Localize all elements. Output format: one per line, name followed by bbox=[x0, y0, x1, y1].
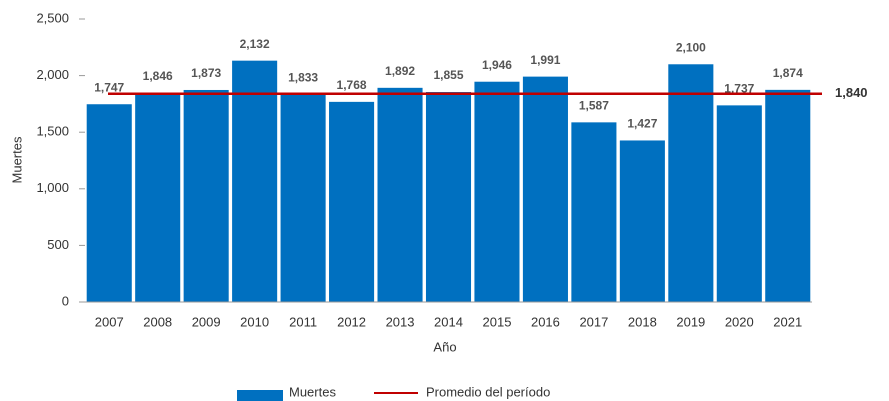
bar bbox=[716, 105, 762, 302]
bar bbox=[232, 60, 278, 303]
value-label: 1,737 bbox=[724, 82, 754, 96]
y-tick-label: 1,500 bbox=[36, 124, 69, 139]
reference-label: 1,840 bbox=[835, 85, 868, 100]
value-label: 1,991 bbox=[530, 53, 560, 67]
x-tick-label: 2010 bbox=[240, 314, 269, 329]
value-label: 1,892 bbox=[385, 64, 415, 78]
y-tick-label: 500 bbox=[47, 237, 69, 252]
x-tick-label: 2009 bbox=[192, 314, 221, 329]
y-tick-label: 1,000 bbox=[36, 180, 69, 195]
x-tick-label: 2017 bbox=[579, 314, 608, 329]
value-label: 1,874 bbox=[773, 66, 803, 80]
value-label: 1,946 bbox=[482, 58, 512, 72]
value-label: 1,587 bbox=[579, 99, 609, 113]
legend-label: Promedio del período bbox=[426, 384, 550, 399]
x-tick-label: 2012 bbox=[337, 314, 366, 329]
value-label: 2,100 bbox=[676, 40, 706, 54]
bar bbox=[183, 89, 229, 302]
x-tick-label: 2014 bbox=[434, 314, 463, 329]
x-tick-label: 2013 bbox=[386, 314, 415, 329]
value-label: 2,132 bbox=[240, 37, 270, 51]
bar bbox=[571, 122, 617, 303]
y-tick-label: 0 bbox=[62, 293, 69, 308]
bar bbox=[619, 140, 665, 302]
x-tick-label: 2011 bbox=[289, 314, 317, 329]
bar bbox=[135, 93, 181, 302]
y-axis-label: Muertes bbox=[9, 136, 24, 183]
x-tick-label: 2019 bbox=[676, 314, 705, 329]
bar bbox=[668, 64, 714, 302]
value-label: 1,747 bbox=[94, 80, 124, 94]
bar bbox=[425, 92, 472, 302]
bar bbox=[474, 81, 520, 302]
bar bbox=[377, 87, 423, 303]
x-tick-label: 2018 bbox=[628, 314, 657, 329]
x-tick-label: 2015 bbox=[483, 314, 512, 329]
value-label: 1,427 bbox=[627, 117, 657, 131]
x-tick-label: 2007 bbox=[95, 314, 124, 329]
value-label: 1,833 bbox=[288, 71, 318, 85]
x-tick-label: 2020 bbox=[725, 314, 754, 329]
value-label: 1,855 bbox=[433, 68, 463, 82]
y-tick-label: 2,000 bbox=[36, 67, 69, 82]
bar bbox=[765, 89, 811, 303]
x-tick-label: 2021 bbox=[773, 314, 802, 329]
value-label: 1,873 bbox=[191, 66, 221, 80]
value-label: 1,768 bbox=[337, 78, 367, 92]
legend-swatch bbox=[237, 390, 283, 401]
value-label: 1,846 bbox=[143, 69, 173, 83]
x-axis-label: Año bbox=[433, 339, 456, 354]
x-tick-label: 2016 bbox=[531, 314, 560, 329]
bar bbox=[522, 76, 568, 302]
bar bbox=[86, 104, 132, 303]
x-tick-label: 2008 bbox=[143, 314, 172, 329]
bar bbox=[280, 94, 326, 303]
y-tick-label: 2,500 bbox=[36, 10, 69, 25]
bar bbox=[329, 101, 375, 302]
legend-label: Muertes bbox=[289, 384, 336, 399]
